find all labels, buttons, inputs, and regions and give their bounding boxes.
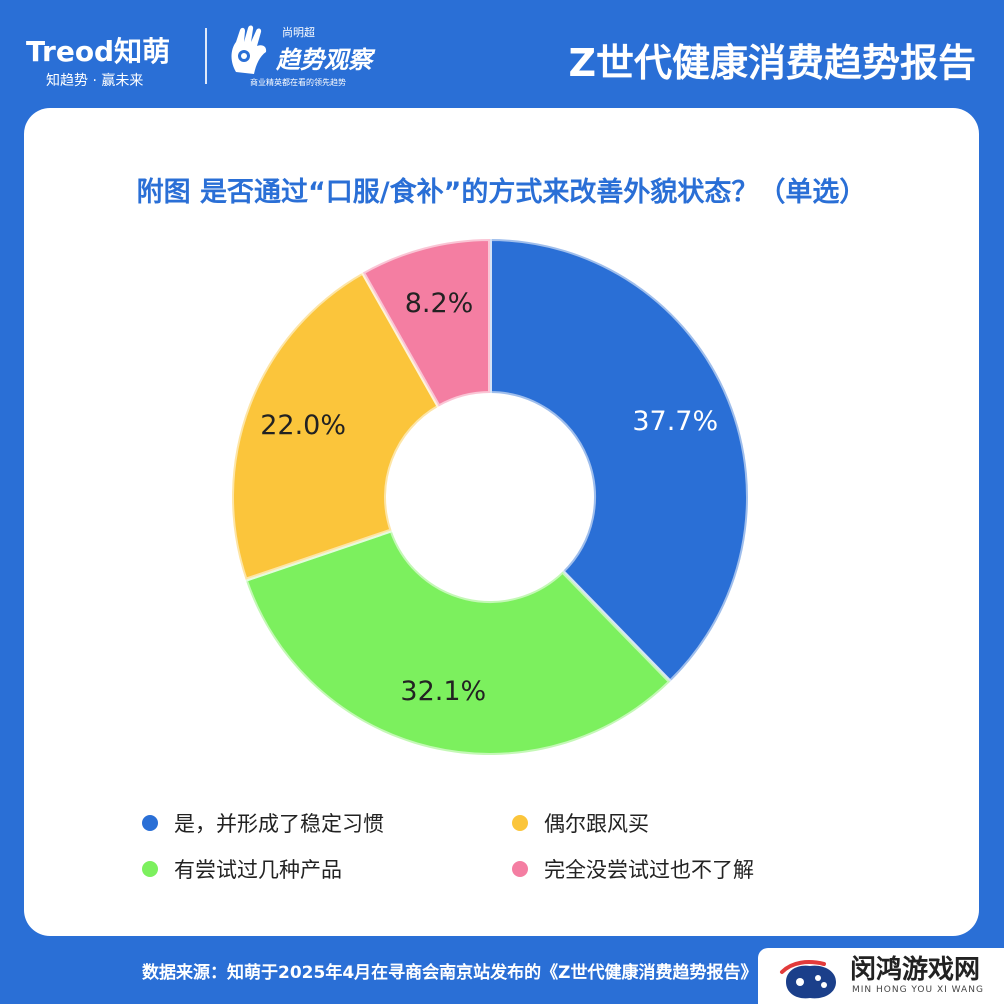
chart-legend: 是，并形成了稳定习惯 偶尔跟风买有尝试过几种产品 完全没尝试过也不了解 xyxy=(142,808,922,908)
watermark: 闵鸿游戏网 MIN HONG YOU XI WANG xyxy=(758,948,1004,1004)
treod-slogan: 知趋势 · 赢未来 xyxy=(46,73,144,89)
chart-card: 附图 是否通过“口服/食补”的方式来改善外貌状态？（单选） 37.7% 32.1%… xyxy=(24,108,979,936)
logo2-small-text: 尚明超 xyxy=(282,26,315,39)
hand-logo-icon xyxy=(231,25,267,74)
legend-label-3: 偶尔跟风买 xyxy=(544,812,649,836)
data-source: 数据来源：知萌于2025年4月在寻商会南京站发布的《Z世代健康消费趋势报告》 xyxy=(142,963,758,983)
watermark-title: 闵鸿游戏网 xyxy=(850,955,981,985)
donut-slice-3 xyxy=(230,269,442,583)
logo-divider xyxy=(205,28,207,84)
legend-dot-3 xyxy=(512,815,528,831)
legend-item-3: 偶尔跟风买 xyxy=(512,808,649,838)
legend-item-1: 是，并形成了稳定习惯 xyxy=(142,808,384,838)
slice-value-label-2: 32.1% xyxy=(400,676,486,707)
slice-value-label-3: 22.0% xyxy=(260,410,346,441)
treod-logo: Treod知萌 xyxy=(26,35,171,68)
legend-label-1: 是，并形成了稳定习惯 xyxy=(174,812,384,836)
legend-item-4: 完全没尝试过也不了解 xyxy=(512,854,754,884)
donut-slice-4 xyxy=(360,236,492,410)
legend-dot-1 xyxy=(142,815,158,831)
legend-label-4: 完全没尝试过也不了解 xyxy=(544,858,754,882)
report-title: Z世代健康消费趋势报告 xyxy=(568,41,976,85)
legend-dot-2 xyxy=(142,861,158,877)
slice-value-label-1: 37.7% xyxy=(632,406,718,437)
logo2-tagline: 商业精英都在看的领先趋势 xyxy=(250,78,346,87)
footer: 数据来源：知萌于2025年4月在寻商会南京站发布的《Z世代健康消费趋势报告》 闵… xyxy=(0,948,1004,1004)
gamepad-logo-icon xyxy=(780,960,836,999)
donut-chart: 37.7% 32.1% 22.0% 8.2% xyxy=(230,236,750,757)
watermark-subtitle: MIN HONG YOU XI WANG xyxy=(852,985,984,995)
chart-title: 附图 是否通过“口服/食补”的方式来改善外貌状态？（单选） xyxy=(136,177,867,208)
slice-value-label-4: 8.2% xyxy=(405,288,474,319)
header: Treod知萌 知趋势 · 赢未来 尚明超 趋势观察 商业精英都在看的领先趋势 … xyxy=(0,0,1004,105)
donut-slice-2 xyxy=(243,527,673,757)
logo2-main-text: 趋势观察 xyxy=(276,45,372,74)
legend-dot-4 xyxy=(512,861,528,877)
legend-label-2: 有尝试过几种产品 xyxy=(174,858,342,882)
legend-item-2: 有尝试过几种产品 xyxy=(142,854,342,884)
donut-slice-1 xyxy=(488,236,750,685)
